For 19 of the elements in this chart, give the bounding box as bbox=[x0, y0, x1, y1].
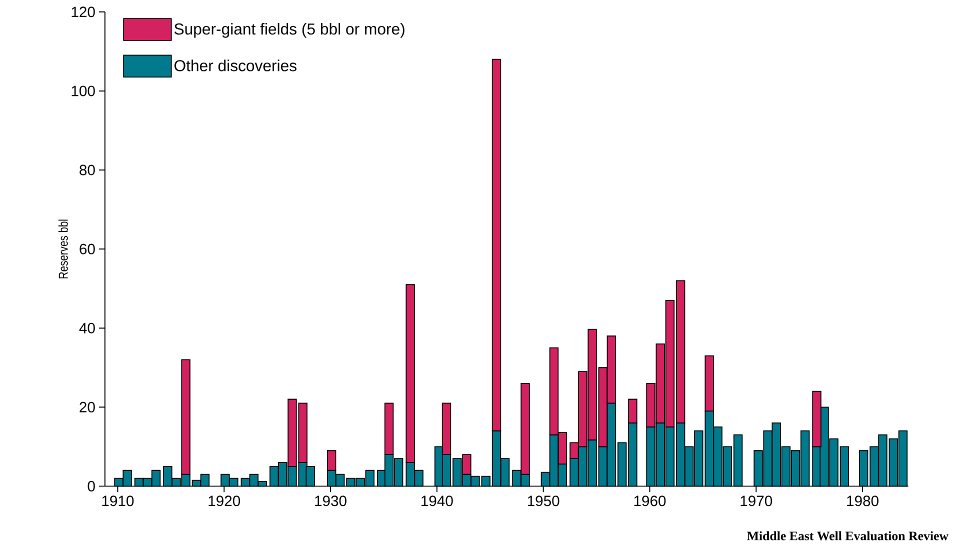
text: Middle East Well Evaluation Review bbox=[747, 531, 948, 540]
y-tick-label: 120 bbox=[72, 6, 95, 18]
x-tick-label: 1940 bbox=[422, 496, 453, 506]
x-tick-label: 1980 bbox=[847, 496, 878, 506]
legend-label: Other discoveries bbox=[174, 60, 296, 72]
y-tick-label: 20 bbox=[80, 402, 95, 412]
y-tick-label: 100 bbox=[72, 86, 95, 96]
y-tick-label: 40 bbox=[79, 322, 95, 334]
y-tick-label: 60 bbox=[80, 244, 95, 254]
x-tick-label: 1960 bbox=[634, 496, 666, 506]
y-tick-label: 0 bbox=[88, 481, 95, 492]
x-tick-label: 1920 bbox=[208, 496, 240, 506]
legend-label: Super-giant fields (5 bbl or more) bbox=[174, 23, 404, 38]
x-tick-label: 1970 bbox=[740, 496, 772, 506]
x-tick-label: 1950 bbox=[528, 496, 560, 506]
x-tick-label: 1910 bbox=[102, 496, 134, 506]
y-axis-title: Reserves bbl bbox=[58, 220, 68, 278]
y-tick-label: 80 bbox=[80, 164, 95, 176]
x-tick-label: 1930 bbox=[315, 496, 346, 506]
